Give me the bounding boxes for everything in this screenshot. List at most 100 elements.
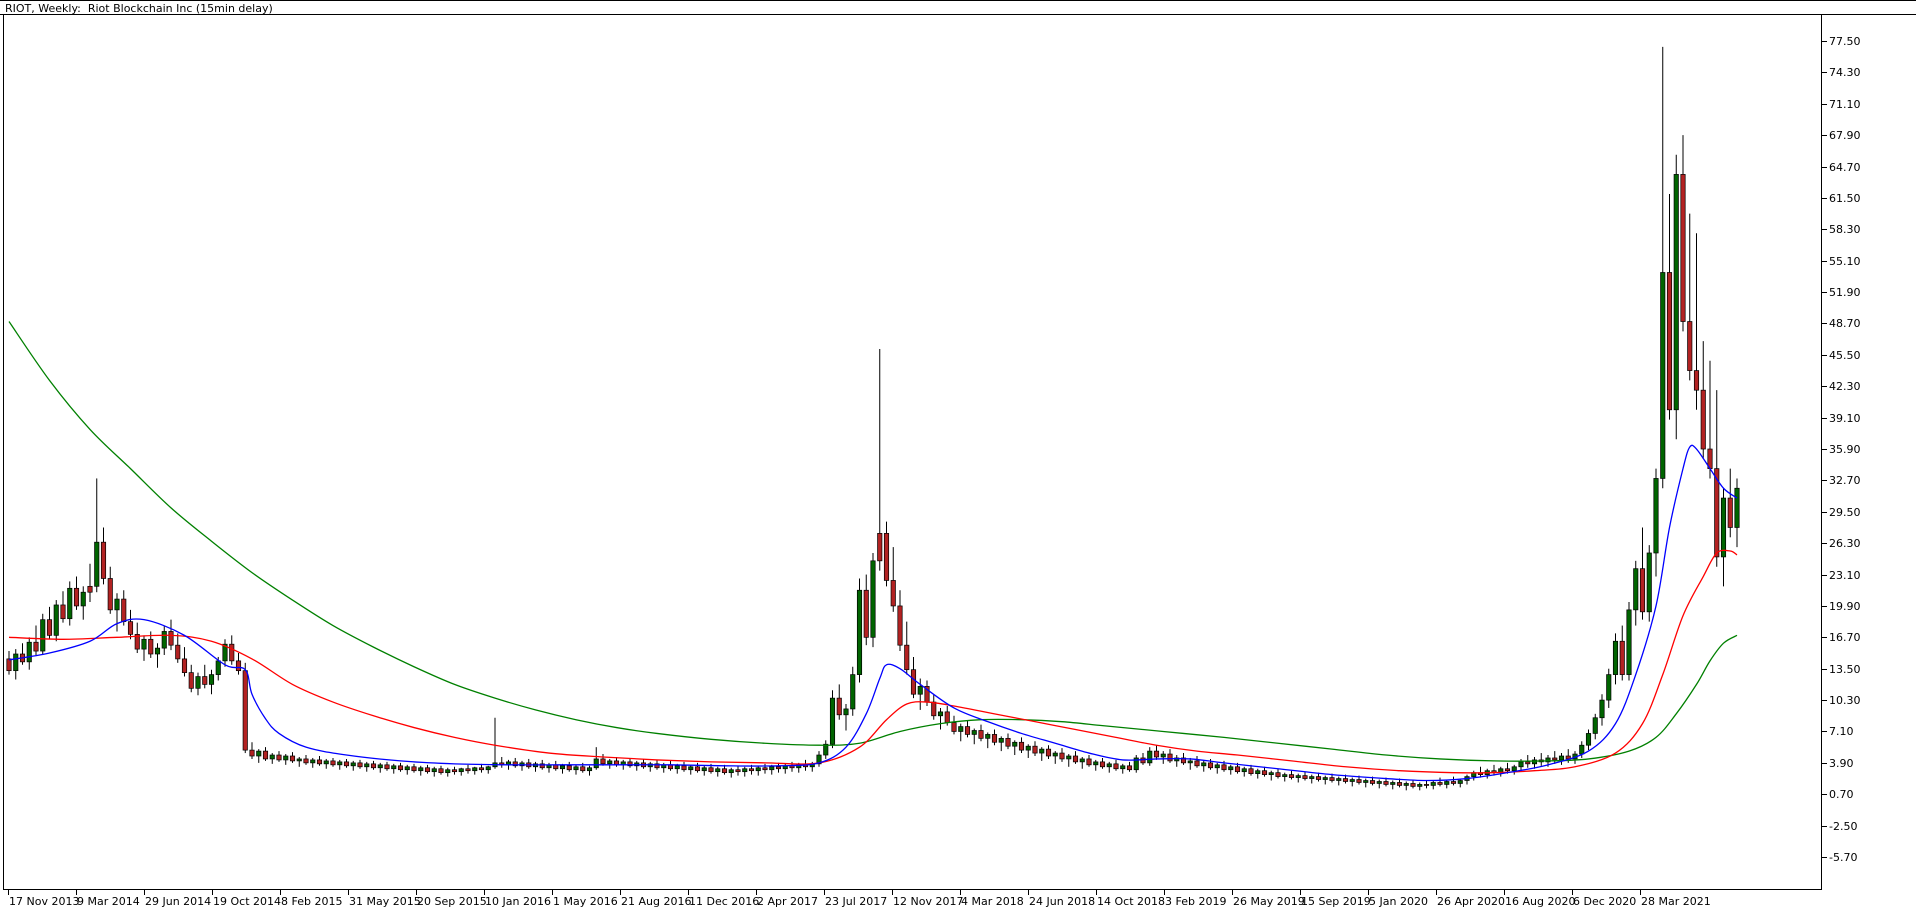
y-tick-mark: [1822, 323, 1827, 325]
x-tick-mark: [416, 890, 417, 895]
x-tick-label: 9 Mar 2014: [77, 895, 140, 908]
y-axis: 77.50 74.30 71.10 67.90 64.70 61.50 58.30 55.10…: [1822, 15, 1916, 890]
y-axis-tick: 23.10: [1822, 568, 1861, 582]
y-tick-label: 29.50: [1829, 505, 1861, 519]
price-chart-svg: [6, 46, 1740, 791]
x-tick-label: 5 Jan 2020: [1369, 895, 1428, 908]
x-tick-mark: [1300, 890, 1301, 895]
x-tick-label: 26 May 2019: [1233, 895, 1305, 908]
x-tick-label: 2 Apr 2017: [757, 895, 819, 908]
y-axis-tick: 29.50: [1822, 505, 1861, 519]
y-tick-label: 39.10: [1829, 411, 1861, 425]
y-tick-label: 67.90: [1829, 129, 1861, 143]
y-tick-label: 19.90: [1829, 599, 1861, 613]
y-axis-tick: 61.50: [1822, 191, 1861, 205]
ma-medium-line: [8, 549, 1738, 774]
x-tick-label: 3 Feb 2019: [1165, 895, 1227, 908]
x-tick-label: 6 Dec 2020: [1573, 895, 1637, 908]
x-tick-mark: [620, 890, 621, 895]
y-axis-tick: 71.10: [1822, 97, 1861, 111]
y-tick-label: 10.30: [1829, 694, 1861, 708]
y-axis-tick: 19.90: [1822, 599, 1861, 613]
y-tick-mark: [1822, 574, 1827, 576]
x-tick-label: 12 Nov 2017: [893, 895, 964, 908]
x-tick-label: 15 Sep 2019: [1301, 895, 1371, 908]
y-tick-mark: [1822, 605, 1827, 607]
y-tick-mark: [1822, 668, 1827, 670]
y-tick-label: 74.30: [1829, 66, 1861, 80]
y-tick-label: 48.70: [1829, 317, 1861, 331]
x-tick-label: 17 Nov 2013: [9, 895, 80, 908]
y-tick-label: 58.30: [1829, 223, 1861, 237]
y-axis-tick: 3.90: [1822, 757, 1854, 770]
y-tick-mark: [1822, 417, 1827, 419]
y-axis-tick: -2.50: [1822, 820, 1857, 833]
y-tick-label: 51.90: [1829, 286, 1861, 300]
x-tick-mark: [8, 890, 9, 895]
y-tick-mark: [1822, 260, 1827, 262]
y-tick-mark: [1822, 637, 1827, 639]
y-tick-mark: [1822, 480, 1827, 482]
y-tick-label: 0.70: [1829, 788, 1854, 802]
x-tick-label: 20 Sep 2015: [417, 895, 487, 908]
y-tick-label: 26.30: [1829, 537, 1861, 551]
y-tick-mark: [1822, 700, 1827, 702]
x-tick-label: 4 Mar 2018: [961, 895, 1024, 908]
y-tick-mark: [1822, 354, 1827, 356]
y-tick-mark: [1822, 511, 1827, 513]
y-axis-tick: 26.30: [1822, 538, 1861, 550]
y-tick-mark: [1822, 135, 1827, 137]
y-tick-label: 71.10: [1829, 97, 1861, 111]
y-axis-tick: 51.90: [1822, 287, 1861, 299]
x-tick-mark: [552, 890, 553, 895]
x-tick-mark: [1436, 890, 1437, 895]
plot-area[interactable]: [3, 15, 1822, 890]
x-tick-label: 11 Dec 2016: [689, 895, 760, 908]
x-tick-mark: [960, 890, 961, 895]
y-tick-label: 16.70: [1829, 631, 1861, 645]
y-tick-mark: [1822, 794, 1827, 796]
y-axis-tick: 67.90: [1822, 130, 1861, 142]
x-tick-mark: [212, 890, 213, 895]
x-tick-mark: [1164, 890, 1165, 895]
y-tick-mark: [1822, 449, 1827, 450]
x-tick-label: 1 May 2016: [553, 895, 618, 908]
y-axis-tick: 35.90: [1822, 444, 1861, 456]
y-tick-mark: [1822, 731, 1827, 733]
y-tick-mark: [1822, 103, 1827, 105]
ma-long-line: [8, 321, 1738, 762]
y-axis-tick: 58.30: [1822, 224, 1861, 236]
y-axis-tick: 74.30: [1822, 67, 1861, 79]
y-tick-label: 45.50: [1829, 348, 1861, 362]
x-tick-label: 24 Jun 2018: [1029, 895, 1096, 908]
y-tick-mark: [1822, 825, 1827, 827]
y-tick-label: 23.10: [1829, 568, 1861, 582]
candlestick-series: [6, 46, 1740, 791]
x-tick-mark: [688, 890, 689, 895]
x-tick-mark: [1640, 890, 1641, 895]
y-tick-mark: [1822, 762, 1827, 764]
y-tick-mark: [1822, 166, 1827, 168]
y-tick-mark: [1822, 543, 1827, 545]
y-tick-mark: [1822, 857, 1827, 858]
x-axis: 17 Nov 2013 9 Mar 2014 29 Jun 2014 19 Oct 2…: [0, 890, 1916, 919]
x-tick-mark: [892, 890, 893, 895]
y-tick-label: 7.10: [1829, 725, 1854, 739]
y-axis-tick: 32.70: [1822, 475, 1861, 487]
x-tick-label: 31 May 2015: [349, 895, 421, 908]
y-tick-mark: [1822, 41, 1827, 42]
x-tick-mark: [1572, 890, 1573, 895]
x-tick-label: 26 Apr 2020: [1437, 895, 1506, 908]
chart-title-bar: RIOT, Weekly: Riot Blockchain Inc (15min…: [0, 0, 1916, 15]
x-tick-mark: [1028, 890, 1029, 895]
x-tick-mark: [280, 890, 281, 895]
x-tick-mark: [348, 890, 349, 895]
y-tick-label: 61.50: [1829, 191, 1861, 205]
y-tick-label: 42.30: [1829, 380, 1861, 394]
y-tick-mark: [1822, 72, 1827, 74]
x-tick-label: 10 Jan 2016: [485, 895, 551, 908]
y-tick-label: 13.50: [1829, 662, 1861, 676]
x-tick-label: 28 Mar 2021: [1641, 895, 1711, 908]
y-axis-tick: 64.70: [1822, 161, 1861, 174]
y-axis-tick: -5.70: [1822, 852, 1857, 864]
